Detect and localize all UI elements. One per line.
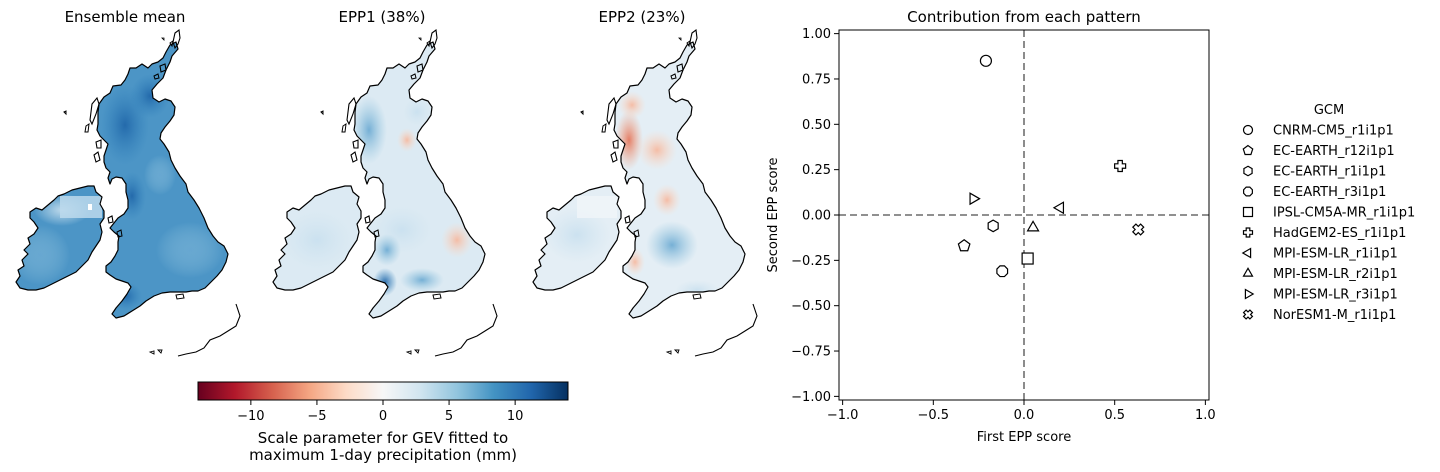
map-title-epp1: EPP1 (38%): [339, 8, 426, 26]
y-tick-label: −0.25: [791, 254, 831, 269]
colorbar-tick-label: 5: [445, 409, 453, 424]
legend-label: CNRM-CM5_r1i1p1: [1273, 124, 1394, 139]
legend-marker: [1243, 165, 1253, 177]
colorbar-label-line1: Scale parameter for GEV fitted to: [258, 429, 508, 447]
legend-marker: [1242, 309, 1254, 320]
colorbar-label-line2: maximum 1-day precipitation (mm): [249, 446, 517, 464]
x-tick-label: 0.5: [1104, 408, 1125, 423]
y-axis-label: Second EPP score: [766, 158, 781, 273]
colorbar-tick-label: 10: [507, 409, 524, 424]
legend-label: IPSL-CM5A-MR_r1i1p1: [1273, 206, 1415, 221]
colorbar: −10 −5 0 5 10 Scale parameter for GEV fitted…: [197, 381, 569, 464]
legend-label: EC-EARTH_r12i1p1: [1273, 144, 1395, 159]
legend-marker: [1241, 247, 1252, 259]
colorbar-tick-label: −5: [307, 409, 326, 424]
scatter-point: [1021, 252, 1034, 265]
chart-title: Contribution from each pattern: [907, 8, 1141, 26]
x-tick-label: 0.0: [1014, 408, 1035, 423]
x-axis-label: First EPP score: [977, 430, 1071, 445]
y-tick-label: 0.75: [802, 72, 831, 87]
legend-label: NorESM1-M_r1i1p1: [1273, 308, 1396, 323]
legend-label: MPI-ESM-LR_r2i1p1: [1273, 267, 1398, 282]
scatter-point: [1052, 201, 1065, 215]
y-tick-label: −0.50: [791, 299, 831, 314]
scatter-chart: Contribution from each pattern −1.0 −0.5 0…: [766, 8, 1216, 445]
legend-label: HadGEM2-ES_r1i1p1: [1273, 226, 1406, 241]
legend-title: GCM: [1314, 103, 1344, 118]
map-panel-ensemble-mean: Ensemble mean: [10, 8, 250, 356]
map-title-ensemble-mean: Ensemble mean: [65, 8, 186, 26]
legend-marker: [1242, 267, 1254, 277]
legend-label: MPI-ESM-LR_r1i1p1: [1273, 247, 1398, 262]
y-tick-label: −1.00: [791, 390, 831, 405]
scatter-point: [987, 219, 999, 233]
legend-label: EC-EARTH_r3i1p1: [1273, 185, 1386, 200]
y-tick-label: 0.25: [802, 163, 831, 178]
colorbar-tick-label: 0: [379, 409, 387, 424]
legend-marker: [1242, 227, 1254, 238]
scatter-point: [1131, 223, 1145, 236]
x-tick-label: −0.5: [918, 408, 950, 423]
colorbar-tick-label: −10: [237, 409, 264, 424]
y-tick-label: 0.00: [802, 209, 831, 224]
legend-marker: [1242, 144, 1254, 156]
scatter-point: [957, 239, 971, 252]
legend-marker: [1242, 124, 1254, 136]
legend-label: MPI-ESM-LR_r3i1p1: [1273, 288, 1398, 303]
map-title-epp2: EPP2 (23%): [599, 8, 686, 26]
x-tick-label: −1.0: [827, 408, 859, 423]
x-tick-label: 1.0: [1195, 408, 1216, 423]
legend-marker: [1242, 206, 1254, 218]
scatter-point: [996, 265, 1009, 278]
map-panel-epp1: EPP1 (38%): [267, 8, 507, 356]
legend-label: EC-EARTH_r1i1p1: [1273, 165, 1386, 180]
scatter-point: [1026, 220, 1040, 232]
y-tick-label: 0.50: [802, 118, 831, 133]
legend-marker: [1243, 186, 1253, 197]
legend: GCM CNRM-CM5_r1i1p1 EC-EARTH_r12i1p1 EC-EA…: [1241, 103, 1415, 323]
legend-marker: [1244, 288, 1255, 300]
plot-frame: [838, 29, 1210, 401]
map-panel-epp2: EPP2 (23%): [527, 8, 767, 356]
colorbar-gradient: [197, 381, 569, 401]
y-tick-label: −0.75: [791, 345, 831, 360]
y-tick-label: 1.00: [802, 27, 831, 42]
scatter-point: [1114, 159, 1127, 173]
scatter-point: [979, 54, 993, 67]
scatter-point: [969, 192, 981, 206]
